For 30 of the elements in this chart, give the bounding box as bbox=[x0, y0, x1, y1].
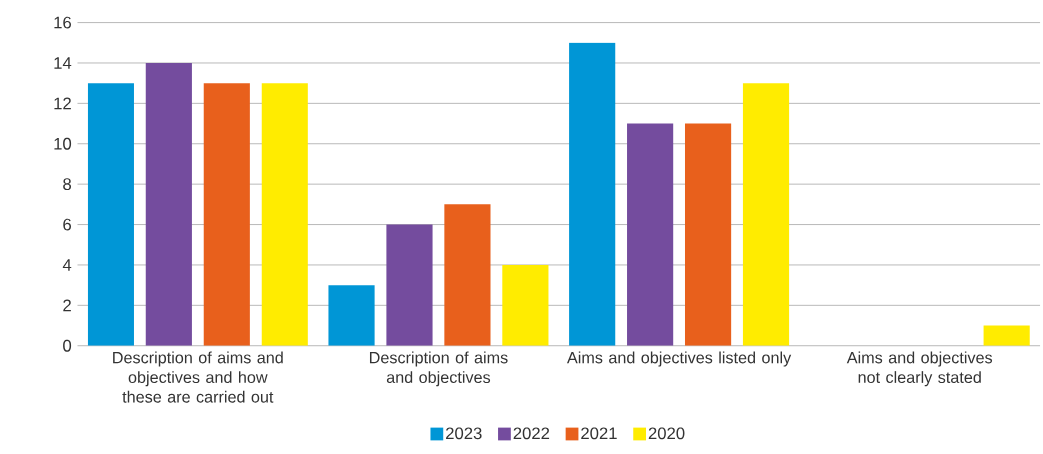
y-tick-label: 6 bbox=[63, 218, 71, 231]
y-tick-label: 0 bbox=[63, 339, 72, 352]
bar bbox=[145, 63, 192, 346]
bar bbox=[203, 83, 250, 346]
bar bbox=[87, 83, 134, 346]
bar bbox=[444, 204, 491, 346]
y-tick-label: 14 bbox=[54, 57, 72, 69]
bar bbox=[502, 265, 549, 346]
y-tick-label: 4 bbox=[62, 259, 72, 271]
bar bbox=[983, 325, 1030, 346]
y-tick-label: 16 bbox=[54, 16, 71, 29]
y-tick-label: 8 bbox=[63, 178, 72, 191]
x-tick-label: Aims and objectives listed only bbox=[566, 351, 792, 367]
bar bbox=[742, 83, 790, 346]
x-tick-label: Description of aims and objectives and how these are carried out bbox=[113, 351, 283, 403]
bar bbox=[684, 123, 732, 346]
legend-label: 2021 bbox=[581, 427, 617, 440]
bar bbox=[261, 83, 308, 346]
x-tick-label: Description of aims and objectives bbox=[369, 351, 508, 387]
bar bbox=[569, 42, 616, 346]
bar bbox=[328, 285, 375, 346]
x-tick-label: Aims and objectives not clearly stated bbox=[846, 351, 993, 387]
legend-label: 2022 bbox=[513, 427, 550, 440]
legend-label: 2020 bbox=[648, 427, 685, 440]
y-tick-label: 12 bbox=[54, 97, 71, 110]
bar bbox=[386, 224, 433, 346]
bar bbox=[627, 123, 674, 346]
y-tick-label: 10 bbox=[54, 137, 72, 150]
y-tick-label: 2 bbox=[63, 299, 71, 312]
legend-label: 2023 bbox=[446, 427, 482, 440]
